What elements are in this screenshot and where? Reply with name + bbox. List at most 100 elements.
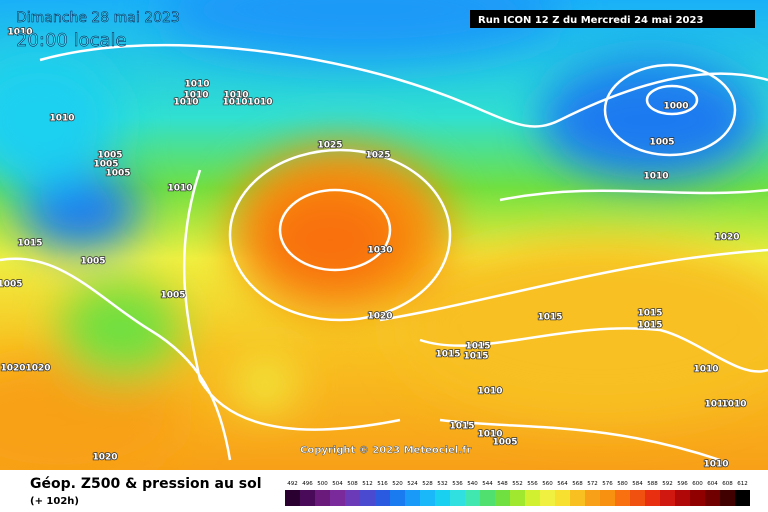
colorbar-swatch — [375, 490, 390, 506]
colorbar-swatch — [690, 490, 705, 506]
colorbar-swatch — [585, 490, 600, 506]
colorbar-swatch — [420, 490, 435, 506]
colorbar-label: 492 — [287, 481, 298, 487]
colorbar-label: 604 — [707, 481, 718, 487]
colorbar-label: 512 — [362, 481, 373, 487]
colorbar-swatch — [615, 490, 630, 506]
isobar-label: 1020 — [367, 312, 392, 322]
colorbar-swatch — [480, 490, 495, 506]
date: Dimanche 28 mai 2023 — [16, 10, 180, 26]
colorbar-label: 524 — [407, 481, 418, 487]
colorbar-label: 504 — [332, 481, 343, 487]
colorbar-swatch — [630, 490, 645, 506]
colorbar-label: 588 — [647, 481, 658, 487]
colorbar-swatch — [660, 490, 675, 506]
isobar-label: 1000 — [663, 102, 688, 112]
isobar-label: 1020 — [714, 233, 739, 243]
copyright: Copyright © 2023 Meteociel.fr — [300, 445, 471, 456]
colorbar-label: 548 — [497, 481, 508, 487]
time: 20:00 locale — [16, 30, 127, 51]
colorbar-label: 600 — [692, 481, 703, 487]
colorbar-label: 500 — [317, 481, 328, 487]
colorbar-label: 612 — [737, 481, 748, 487]
colorbar-swatch — [510, 490, 525, 506]
colorbar-swatch — [405, 490, 420, 506]
colorbar-swatch — [345, 490, 360, 506]
isobar-label: 1005 — [492, 438, 517, 448]
isobar-label: 1020 — [0, 364, 25, 374]
colorbar-label: 576 — [602, 481, 613, 487]
colorbar-swatch — [495, 490, 510, 506]
isobar-label: 1005 — [97, 151, 122, 161]
colorbar-swatch — [720, 490, 735, 506]
isobar-label: 1010 — [223, 91, 248, 101]
isobar-label: 1015 — [17, 239, 42, 249]
footer-title: Géop. Z500 & pression au sol — [30, 476, 262, 492]
isobar-label: 1010 — [173, 98, 198, 108]
colorbar: 492 496 500 504 508 512 516 520 524 528 532 536 540 5… — [285, 481, 750, 506]
colorbar-label: 564 — [557, 481, 568, 487]
isobar-label: 1010 — [183, 91, 208, 101]
colorbar-swatch — [390, 490, 405, 506]
colorbar-label: 536 — [452, 481, 463, 487]
isobar-label: 1005 — [105, 169, 130, 179]
colorbar-swatch — [540, 490, 555, 506]
footer-lead: (+ 102h) — [30, 496, 79, 507]
isobar-labels: 1010101010101010101010101010100510051005… — [0, 27, 747, 471]
isobar-label: 1010 — [721, 400, 746, 410]
colorbar-swatch — [450, 490, 465, 506]
colorbar-swatch — [330, 490, 345, 506]
isobar-label: 1015 — [449, 422, 474, 432]
isobar-label: 1015 — [637, 321, 662, 331]
colorbar-swatch — [465, 490, 480, 506]
run-box — [470, 10, 755, 28]
colorbar-label: 552 — [512, 481, 523, 487]
run-info: Run ICON 12 Z du Mercredi 24 mai 2023 — [478, 15, 703, 26]
isobar-label: 1005 — [649, 138, 674, 148]
colorbar-label: 516 — [377, 481, 388, 487]
isobar-label: 1025 — [365, 151, 390, 161]
isobar-label: 1010 — [222, 98, 247, 108]
isobar-label: 1005 — [93, 160, 118, 170]
colorbar-label: 580 — [617, 481, 628, 487]
colorbar-swatch — [735, 490, 750, 506]
isobar-label: 1010 — [643, 172, 668, 182]
colorbar-label: 608 — [722, 481, 733, 487]
isobar-label: 1010 — [7, 28, 32, 38]
colorbar-label: 496 — [302, 481, 313, 487]
isobar-label: 1010 — [703, 460, 728, 470]
isobar-label: 1015 — [537, 313, 562, 323]
colorbar-swatch — [360, 490, 375, 506]
isobar-label: 1025 — [317, 141, 342, 151]
isobar-label: 1020 — [92, 453, 117, 463]
colorbar-label: 540 — [467, 481, 478, 487]
colorbar-label: 520 — [392, 481, 403, 487]
isobar-label: 1020 — [25, 364, 50, 374]
colorbar-swatch — [435, 490, 450, 506]
isobar-label: 1015 — [637, 309, 662, 319]
colorbar-label: 572 — [587, 481, 598, 487]
colorbar-swatch — [705, 490, 720, 506]
isobar-label: 1005 — [0, 280, 23, 290]
isobar-label: 1015 — [465, 342, 490, 352]
colorbar-swatch — [675, 490, 690, 506]
isobar-label: 1005 — [160, 291, 185, 301]
isobar-label: 1010 — [247, 98, 272, 108]
colorbar-swatch — [570, 490, 585, 506]
isobar-label: 1030 — [367, 246, 392, 256]
isobar-label: 1010 — [704, 400, 729, 410]
isobar-label: 1010 — [184, 80, 209, 90]
isobar-label: 1010 — [477, 387, 502, 397]
colorbar-label: 544 — [482, 481, 493, 487]
colorbar-label: 556 — [527, 481, 538, 487]
colorbar-label: 532 — [437, 481, 448, 487]
isobar-label: 1010 — [693, 365, 718, 375]
colorbar-swatch — [300, 490, 315, 506]
colorbar-swatch — [315, 490, 330, 506]
isobar-label: 1005 — [80, 257, 105, 267]
colorbar-swatch — [555, 490, 570, 506]
colorbar-label: 596 — [677, 481, 688, 487]
colorbar-swatch — [525, 490, 540, 506]
isobar-label: 1015 — [435, 350, 460, 360]
